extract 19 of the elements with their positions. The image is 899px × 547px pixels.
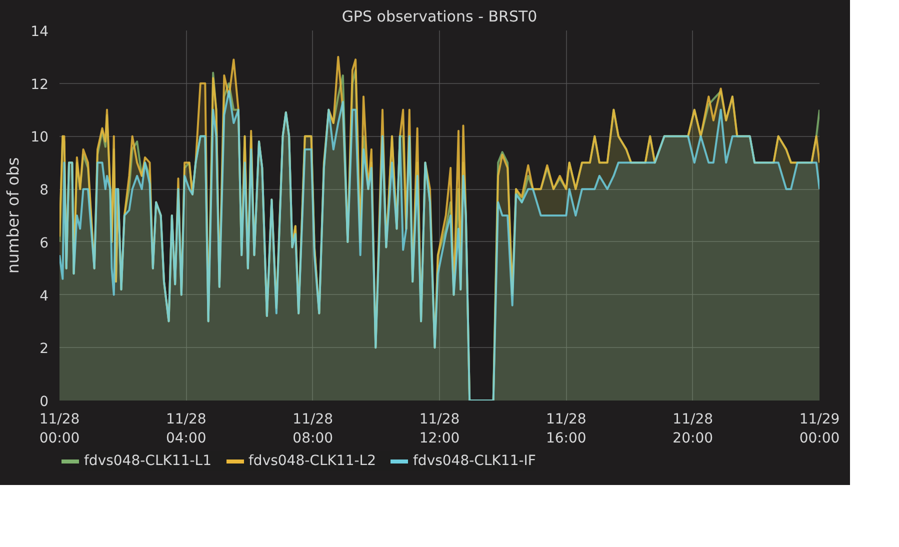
legend-label: fdvs048-CLK11-IF [413,453,536,469]
chart-title: GPS observations - BRST0 [342,8,538,26]
y-tick-label: 4 [40,288,49,304]
x-tick-label: 11/28 04:00 [166,412,206,447]
x-tick-label: 11/28 20:00 [672,412,714,447]
legend-label: fdvs048-CLK11-L1 [84,453,212,469]
x-tick-label: 11/29 00:00 [799,412,840,447]
y-tick-label: 6 [40,235,49,252]
y-tick-label: 14 [30,24,49,40]
y-tick-label: 0 [40,394,49,410]
y-tick-label: 8 [40,182,49,199]
y-tick-label: 2 [40,341,49,358]
y-axis-title: number of obs [4,157,23,274]
x-tick-label: 11/28 08:00 [292,412,334,447]
y-tick-label: 10 [30,130,49,146]
x-tick-label: 11/28 16:00 [546,412,586,447]
legend-label: fdvs048-CLK11-L2 [248,453,376,469]
x-tick-label: 11/28 00:00 [39,412,80,447]
y-tick-label: 12 [30,76,49,93]
